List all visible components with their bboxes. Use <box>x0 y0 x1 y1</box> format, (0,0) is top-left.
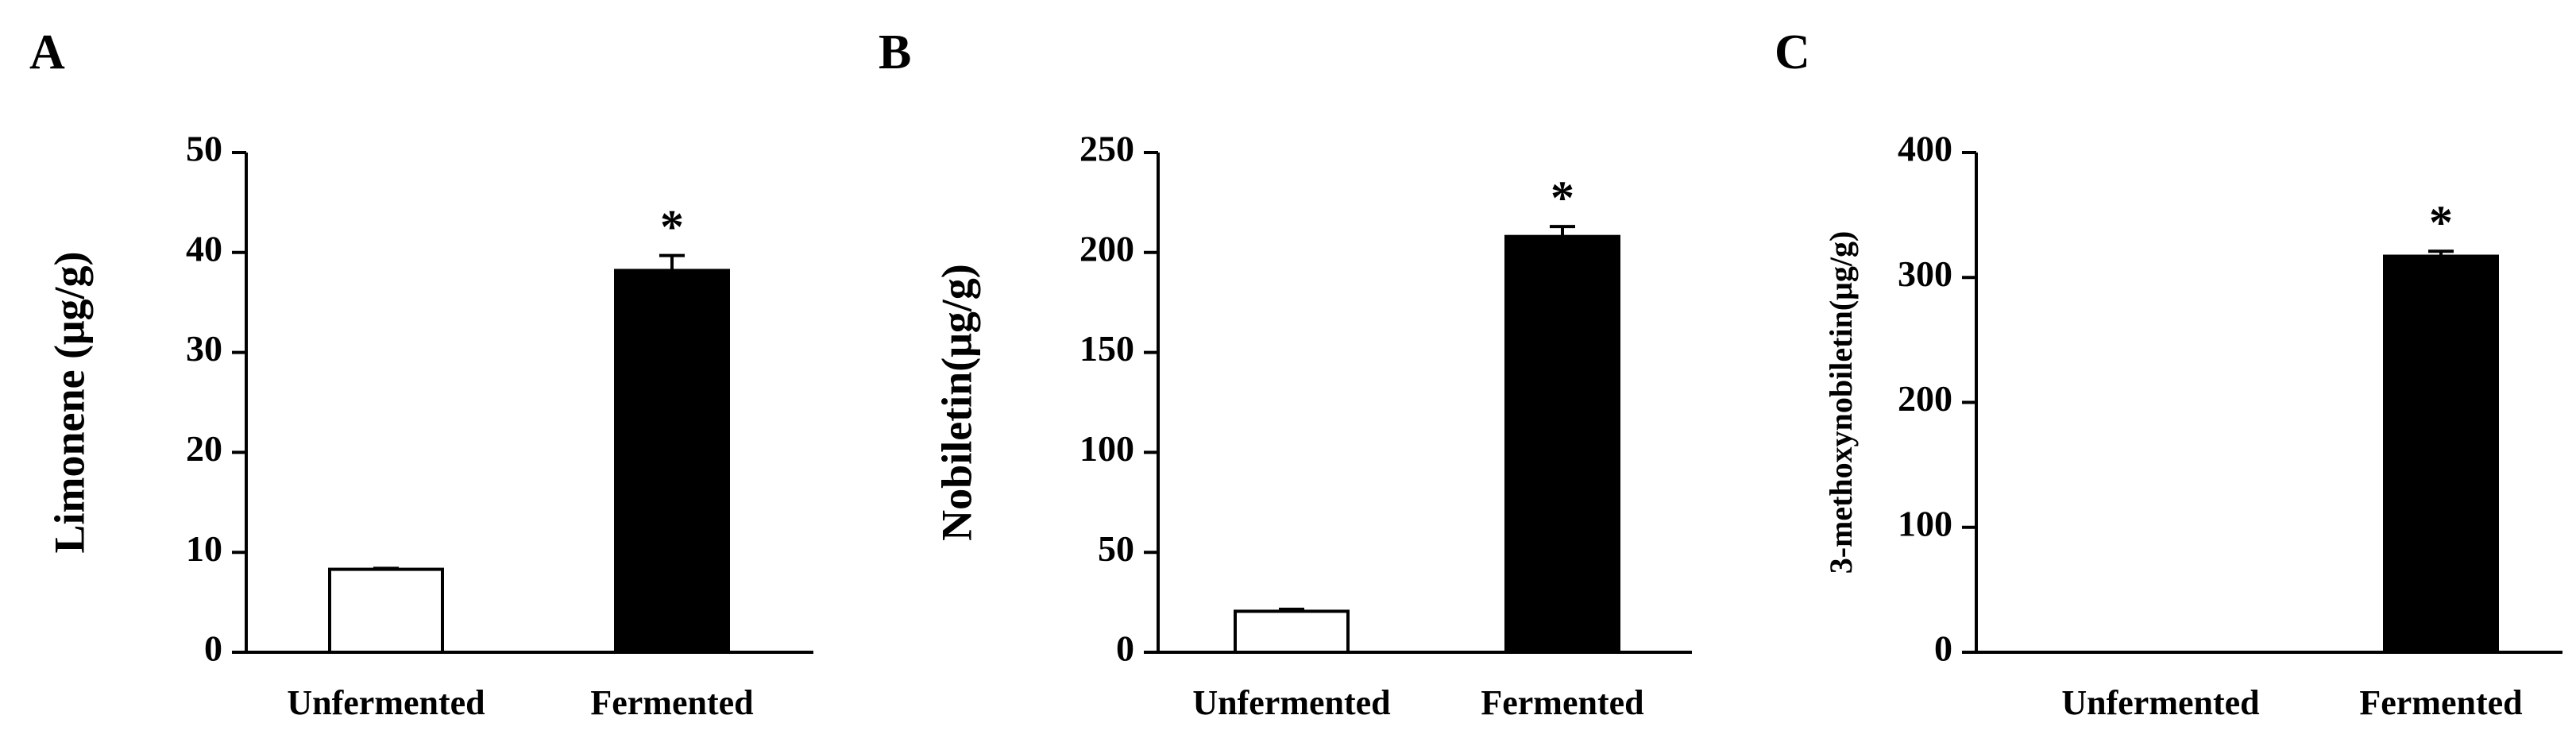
panel-label: A <box>29 25 65 79</box>
y-tick-label: 250 <box>1079 129 1134 169</box>
y-tick-label: 150 <box>1079 328 1134 369</box>
y-tick-label: 0 <box>1116 628 1134 669</box>
x-tick-label: Unfermented <box>287 683 485 722</box>
error-bar <box>659 253 685 271</box>
y-axis-label: 3-methoxynobiletin(μg/g) <box>1823 231 1859 574</box>
y-axis-label: Limonene (μg/g) <box>45 251 93 553</box>
error-bar <box>1550 225 1575 237</box>
y-tick-label: 100 <box>1079 428 1134 469</box>
x-tick-label: Unfermented <box>1192 683 1390 722</box>
annotation: * <box>2429 196 2453 249</box>
panel-label: B <box>879 25 911 79</box>
y-tick-label: 50 <box>1098 528 1134 569</box>
y-tick-label: 200 <box>1898 378 1952 419</box>
y-tick-label: 0 <box>1934 628 1952 669</box>
y-tick-label: 0 <box>204 628 222 669</box>
y-axis-label: Nobiletin(μg/g) <box>933 264 980 541</box>
y-tick-label: 40 <box>186 228 222 269</box>
y-tick-label: 100 <box>1898 503 1952 543</box>
bar <box>1234 609 1350 654</box>
x-tick-label: Fermented <box>2359 683 2522 722</box>
y-tick-label: 50 <box>186 129 222 169</box>
y-tick-label: 200 <box>1079 228 1134 269</box>
bar <box>2383 254 2499 654</box>
y-tick-label: 300 <box>1898 253 1952 294</box>
panel-label: C <box>1775 25 1810 79</box>
y-tick-label: 400 <box>1898 129 1952 169</box>
y-tick-label: 30 <box>186 328 222 369</box>
annotation: * <box>660 200 684 253</box>
y-tick-label: 20 <box>186 428 222 469</box>
bar <box>328 567 444 654</box>
x-tick-label: Fermented <box>1481 683 1643 722</box>
x-tick-label: Unfermented <box>2061 683 2259 722</box>
bar <box>1504 234 1620 654</box>
x-tick-label: Fermented <box>590 683 753 722</box>
bar <box>614 269 730 654</box>
y-tick-label: 10 <box>186 528 222 569</box>
annotation: * <box>1551 172 1574 224</box>
